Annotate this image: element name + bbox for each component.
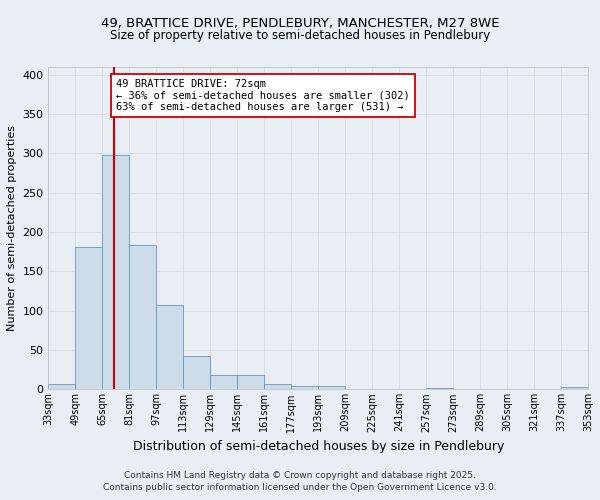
- Bar: [130, 244, 157, 390]
- Text: Contains HM Land Registry data © Crown copyright and database right 2025.
Contai: Contains HM Land Registry data © Crown c…: [103, 471, 497, 492]
- Bar: [76, 247, 103, 390]
- Bar: [49, 384, 76, 390]
- Bar: [426, 388, 453, 390]
- Bar: [291, 386, 318, 390]
- Bar: [318, 386, 345, 390]
- Text: 49, BRATTICE DRIVE, PENDLEBURY, MANCHESTER, M27 8WE: 49, BRATTICE DRIVE, PENDLEBURY, MANCHEST…: [101, 18, 499, 30]
- Bar: [157, 306, 184, 390]
- Bar: [211, 376, 238, 390]
- Text: 49 BRATTICE DRIVE: 72sqm
← 36% of semi-detached houses are smaller (302)
63% of : 49 BRATTICE DRIVE: 72sqm ← 36% of semi-d…: [116, 78, 410, 112]
- Bar: [265, 384, 291, 390]
- Bar: [103, 155, 130, 390]
- X-axis label: Distribution of semi-detached houses by size in Pendlebury: Distribution of semi-detached houses by …: [133, 440, 504, 453]
- Bar: [238, 376, 265, 390]
- Bar: [561, 387, 588, 390]
- Bar: [184, 356, 211, 390]
- Text: Size of property relative to semi-detached houses in Pendlebury: Size of property relative to semi-detach…: [110, 29, 490, 42]
- Y-axis label: Number of semi-detached properties: Number of semi-detached properties: [7, 125, 17, 331]
